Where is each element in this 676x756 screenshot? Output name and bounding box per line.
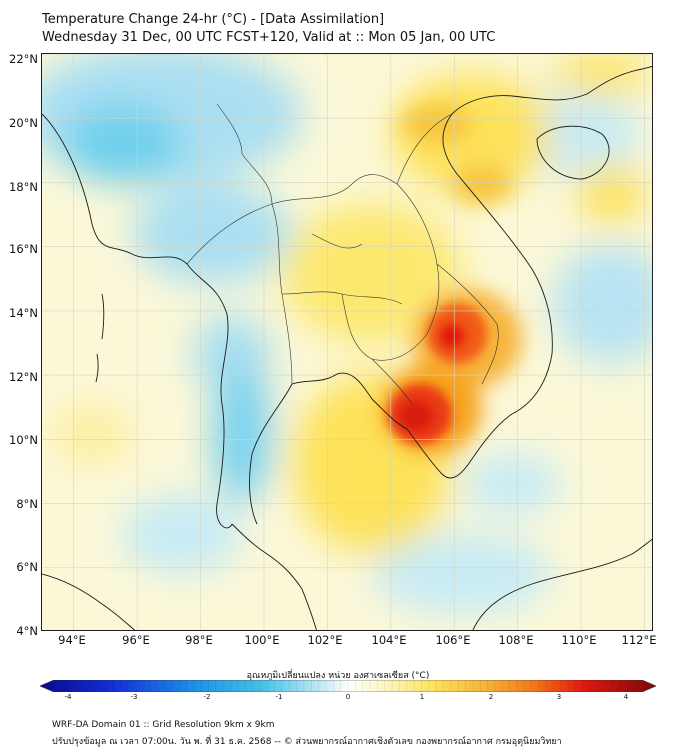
footer-credit: ปรับปรุงข้อมูล ณ เวลา 07:00น. วัน พ. ที่… [52, 737, 562, 747]
colorbar-tick: 4 [623, 693, 629, 701]
lon-label-108: 108°E [498, 633, 534, 647]
lat-label-18: 18°N [9, 180, 38, 194]
lon-label-96: 96°E [122, 633, 150, 647]
lon-label-98: 98°E [185, 633, 213, 647]
temperature-field [42, 54, 652, 614]
colorbar [40, 680, 656, 692]
colorbar-tick: -3 [130, 693, 138, 701]
footer-model-info: WRF-DA Domain 01 :: Grid Resolution 9km … [52, 720, 275, 730]
lon-label-100: 100°E [244, 633, 280, 647]
lat-label-10: 10°N [9, 433, 38, 447]
colorbar-tick: -1 [275, 693, 283, 701]
coastlines [42, 66, 652, 630]
lat-label-16: 16°N [9, 242, 38, 256]
lat-label-6: 6°N [16, 560, 38, 574]
lat-label-4: 4°N [16, 624, 38, 638]
province-borders [186, 103, 499, 405]
lon-label-94: 94°E [58, 633, 86, 647]
lon-label-104: 104°E [371, 633, 407, 647]
map-title: Temperature Change 24-hr (°C) - [Data As… [42, 12, 385, 27]
temperature-map [42, 54, 652, 630]
graticule [42, 54, 652, 630]
lat-label-12: 12°N [9, 370, 38, 384]
lat-label-8: 8°N [16, 497, 38, 511]
lat-label-22: 22°N [9, 52, 38, 66]
colorbar-tick: 3 [556, 693, 562, 701]
lon-label-102: 102°E [307, 633, 343, 647]
lat-label-14: 14°N [9, 306, 38, 320]
map-subtitle: Wednesday 31 Dec, 00 UTC FCST+120, Valid… [42, 30, 496, 45]
colorbar-tick: -4 [64, 693, 72, 701]
colorbar-tick: -2 [203, 693, 211, 701]
colorbar-tick: 1 [419, 693, 425, 701]
lon-label-110: 110°E [561, 633, 597, 647]
lon-label-106: 106°E [435, 633, 471, 647]
colorbar-title: อุณหภูมิเปลี่ยนแปลง หน่วย องศาเซลเซียส (… [246, 671, 430, 681]
map-panel [41, 53, 653, 631]
colorbar-tick: 0 [345, 693, 351, 701]
lon-label-112: 112°E [621, 633, 657, 647]
colorbar-tick: 2 [488, 693, 494, 701]
lat-label-20: 20°N [9, 116, 38, 130]
